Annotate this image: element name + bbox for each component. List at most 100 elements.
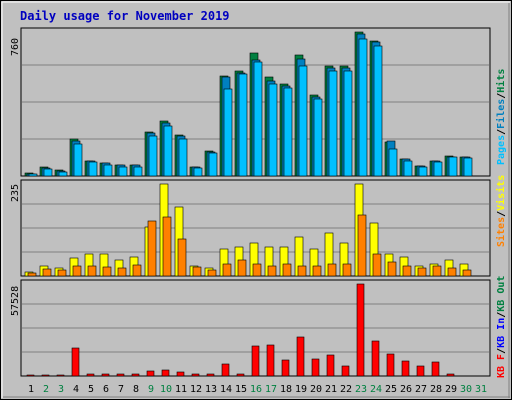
bar-pages-day-9 <box>148 135 158 177</box>
day-label-22: 22 <box>340 384 352 395</box>
day-label-18: 18 <box>280 384 292 395</box>
day-label-8: 8 <box>133 384 139 395</box>
day-label-9: 9 <box>148 384 154 395</box>
bar-pages-day-28 <box>433 161 443 177</box>
bar-sites-day-24 <box>372 253 382 277</box>
legend-sep: / <box>496 129 507 135</box>
legend-visits-label: Visits <box>495 175 507 211</box>
bar-pages-day-11 <box>178 138 188 177</box>
bar-pages-day-16 <box>253 61 263 177</box>
bar-pages-day-10 <box>163 125 173 177</box>
bar-pages-day-7 <box>118 166 128 177</box>
bar-sites-day-28 <box>432 265 442 277</box>
day-label-5: 5 <box>88 384 94 395</box>
day-label-26: 26 <box>400 384 412 395</box>
bar-sites-day-12 <box>192 266 202 277</box>
bar-kb-f-day-12 <box>191 373 200 377</box>
day-label-13: 13 <box>205 384 217 395</box>
bar-kb-f-day-24 <box>371 340 380 377</box>
bar-pages-day-20 <box>313 98 323 177</box>
bar-kb-f-day-19 <box>296 336 305 377</box>
bar-sites-day-10 <box>162 216 172 277</box>
svg-text:Pages/Files/Hits: Pages/Files/Hits <box>495 69 507 165</box>
day-label-10: 10 <box>160 384 172 395</box>
legend-sep: / <box>496 211 507 217</box>
bar-pages-day-22 <box>343 70 353 177</box>
bar-pages-day-12 <box>193 167 203 177</box>
bar-pages-day-5 <box>88 161 98 177</box>
legend-kbf: KB F <box>496 354 507 378</box>
day-label-28: 28 <box>430 384 442 395</box>
bar-sites-day-11 <box>177 238 187 277</box>
bar-kb-f-day-16 <box>251 345 260 377</box>
bar-pages-day-23 <box>358 38 368 177</box>
legend-visits: Sites/Visits <box>495 175 507 247</box>
bar-pages-day-18 <box>283 87 293 177</box>
svg-text:KB F/KB In/KB Out: KB F/KB In/KB Out <box>496 276 507 378</box>
bar-kb-f-day-11 <box>176 371 185 377</box>
day-label-4: 4 <box>73 384 79 395</box>
bar-sites-day-16 <box>252 263 262 277</box>
bar-kb-f-day-27 <box>416 365 425 377</box>
day-label-31: 31 <box>475 384 487 395</box>
legend-sep: / <box>496 93 507 99</box>
legend-hits-label: Hits <box>495 69 507 93</box>
bar-kb-f-day-18 <box>281 359 290 377</box>
bar-pages-day-2 <box>43 168 53 177</box>
legend-hits: Pages/Files/Hits <box>495 69 507 165</box>
legend-kbout: KB Out <box>496 276 507 312</box>
bar-kb-f-day-3 <box>56 374 65 377</box>
day-label-14: 14 <box>220 384 232 395</box>
day-label-6: 6 <box>103 384 109 395</box>
legend-kbin: KB In <box>496 318 507 348</box>
bar-pages-day-21 <box>328 70 338 177</box>
bar-kb-f-day-21 <box>326 354 335 377</box>
bar-kb-f-day-25 <box>386 353 395 377</box>
bar-sites-day-22 <box>342 263 352 277</box>
bar-pages-day-17 <box>268 83 278 177</box>
bar-pages-day-19 <box>298 65 308 177</box>
bar-pages-day-27 <box>418 166 428 177</box>
day-label-30: 30 <box>460 384 472 395</box>
day-label-19: 19 <box>295 384 307 395</box>
legend-sep: / <box>496 348 507 354</box>
legend-pages: Pages <box>496 135 507 165</box>
bar-sites-day-13 <box>207 269 217 277</box>
bar-sites-day-14 <box>222 263 232 277</box>
bar-sites-day-5 <box>87 265 97 277</box>
bar-pages-day-13 <box>208 152 218 177</box>
day-label-27: 27 <box>415 384 427 395</box>
bar-pages-day-14 <box>223 88 233 177</box>
bar-kb-f-day-8 <box>131 373 140 377</box>
bar-sites-day-15 <box>237 259 247 277</box>
day-label-20: 20 <box>310 384 322 395</box>
bar-pages-day-15 <box>238 73 248 177</box>
bar-sites-day-7 <box>117 267 127 277</box>
bar-kb-f-day-22 <box>341 365 350 377</box>
day-label-7: 7 <box>118 384 124 395</box>
kb-bars <box>26 283 455 377</box>
bar-pages-day-3 <box>58 171 68 177</box>
bar-kb-f-day-6 <box>101 373 110 377</box>
day-label-12: 12 <box>190 384 202 395</box>
bar-kb-f-day-2 <box>41 374 50 377</box>
bar-sites-day-17 <box>267 265 277 277</box>
bar-kb-f-day-29 <box>446 373 455 377</box>
bar-kb-f-day-20 <box>311 358 320 377</box>
bar-sites-day-25 <box>387 261 397 277</box>
bar-sites-day-2 <box>42 268 52 277</box>
bar-kb-f-day-9 <box>146 370 155 377</box>
day-label-21: 21 <box>325 384 337 395</box>
day-label-11: 11 <box>175 384 187 395</box>
day-label-29: 29 <box>445 384 457 395</box>
bar-kb-f-day-13 <box>206 373 215 377</box>
bar-sites-day-26 <box>402 265 412 277</box>
ymax-label-visits: 235 <box>10 184 21 202</box>
bar-kb-f-day-7 <box>116 373 125 377</box>
bar-pages-day-25 <box>388 148 398 177</box>
bar-sites-day-30 <box>462 269 472 277</box>
day-label-16: 16 <box>250 384 262 395</box>
bar-kb-f-day-28 <box>431 361 440 377</box>
